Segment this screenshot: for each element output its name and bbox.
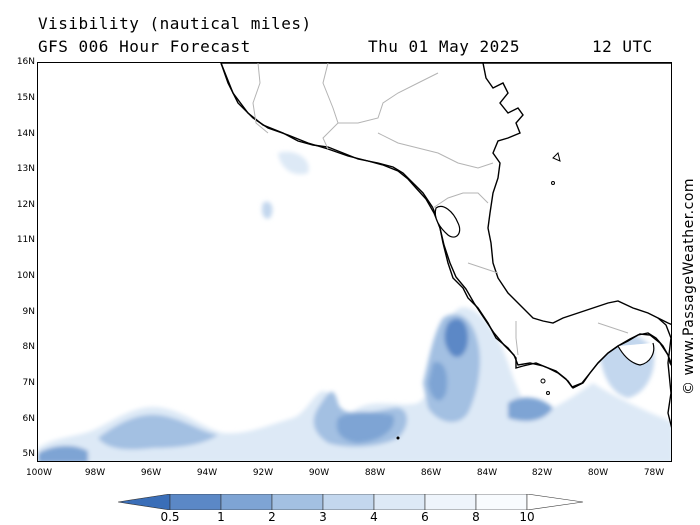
island: [396, 436, 400, 440]
lon-label: 88W: [364, 468, 386, 478]
colorbar-segment: [220, 494, 273, 510]
visibility-map: [37, 62, 672, 462]
visibility-colorbar: [118, 494, 584, 510]
colorbar-segment: [322, 494, 375, 510]
visibility-zone-dark: [38, 446, 88, 461]
island: [546, 391, 550, 395]
lat-label: 13N: [16, 164, 35, 174]
colorbar-label: 6: [421, 510, 429, 524]
visibility-zone-dark: [508, 397, 553, 421]
island: [540, 378, 546, 384]
lon-label: 90W: [308, 468, 330, 478]
colorbar-label: 10: [519, 510, 535, 524]
lat-label: 8N: [22, 342, 35, 352]
colorbar-label: 4: [370, 510, 378, 524]
lat-label: 6N: [22, 414, 35, 424]
visibility-zone-light: [38, 307, 671, 461]
visibility-zone-dark: [336, 411, 394, 443]
lon-label: 96W: [140, 468, 162, 478]
colorbar-label: 0.5: [160, 510, 180, 524]
colorbar-label: 8: [472, 510, 480, 524]
lat-label: 9N: [22, 307, 35, 317]
lon-label: 98W: [84, 468, 106, 478]
visibility-zone-light: [261, 201, 273, 219]
colombia-coastline: [657, 317, 671, 428]
forecast-time: 12 UTC: [592, 37, 653, 56]
chart-title: Visibility (nautical miles): [38, 14, 312, 33]
gulf-of-panama: [617, 342, 655, 366]
lon-label: 82W: [531, 468, 553, 478]
colorbar-segment: [424, 494, 477, 510]
lake-nicaragua: [434, 205, 461, 238]
lon-label: 80W: [587, 468, 609, 478]
website-credit: © www.PassageWeather.com: [681, 177, 697, 395]
lat-label: 5N: [22, 449, 35, 459]
country-borders: [252, 63, 629, 356]
colorbar-label: 1: [217, 510, 225, 524]
lon-label: 86W: [420, 468, 442, 478]
lon-label: 78W: [643, 468, 665, 478]
lat-label: 15N: [16, 93, 35, 103]
colorbar-segment: [526, 494, 584, 510]
colorbar-segment: [373, 494, 426, 510]
colorbar-label: 3: [319, 510, 327, 524]
visibility-zone-light: [278, 151, 309, 175]
lon-label: 100W: [25, 468, 53, 478]
visibility-zone-mid: [98, 414, 218, 450]
forecast-date: Thu 01 May 2025: [368, 37, 520, 56]
colorbar-label: 2: [268, 510, 276, 524]
island: [551, 181, 555, 185]
map-canvas: [38, 63, 671, 461]
colorbar-segment: [475, 494, 528, 510]
lat-label: 16N: [16, 57, 35, 67]
visibility-zone-dark: [444, 318, 468, 358]
colorbar-segment: [118, 494, 171, 510]
lat-label: 7N: [22, 378, 35, 388]
forecast-model-label: GFS 006 Hour Forecast: [38, 37, 251, 56]
lat-label: 10N: [16, 271, 35, 281]
lat-label: 12N: [16, 200, 35, 210]
colorbar-segment: [271, 494, 324, 510]
lat-label: 11N: [16, 235, 35, 245]
lat-label: 14N: [16, 129, 35, 139]
island: [552, 152, 561, 162]
lon-label: 92W: [252, 468, 274, 478]
visibility-zone-dark: [428, 362, 448, 401]
colorbar-segment: [169, 494, 222, 510]
lon-label: 84W: [476, 468, 498, 478]
caribbean-coastline: [482, 63, 671, 325]
lon-label: 94W: [196, 468, 218, 478]
